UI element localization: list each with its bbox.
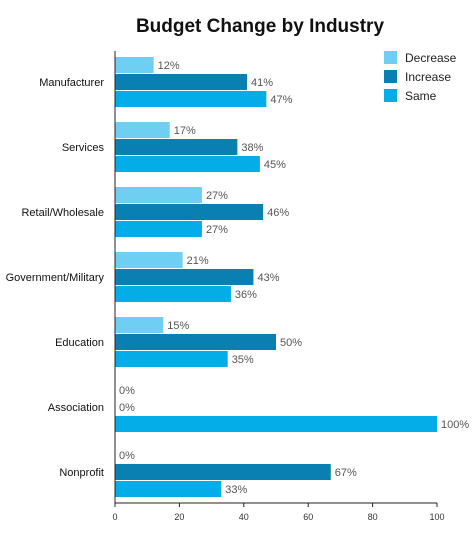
category-label-association: Association	[48, 402, 104, 414]
bar-government-military-same	[115, 286, 231, 302]
chart-title: Budget Change by Industry	[136, 16, 385, 37]
category-label-retail-wholesale: Retail/Wholesale	[21, 207, 104, 219]
category-label-services: Services	[62, 142, 105, 154]
category-label-government-military: Government/Military	[6, 272, 105, 284]
bar-government-military-increase	[115, 269, 254, 285]
bar-nonprofit-increase-2	[115, 464, 331, 480]
x-tick-label-20: 20	[174, 512, 184, 522]
x-tick-label-40: 40	[239, 512, 249, 522]
x-tick-label-80: 80	[368, 512, 378, 522]
category-label-education: Education	[55, 337, 104, 349]
value-label-education-increase: 50%	[280, 337, 302, 349]
value-label-retail-wholesale-increase: 46%	[267, 207, 289, 219]
bar-manufacturer-decrease	[115, 57, 154, 73]
bar-retail-wholesale-increase	[115, 204, 264, 220]
bar-services-increase	[115, 139, 238, 155]
bar-services-same	[115, 156, 260, 172]
bar-nonprofit-same	[115, 481, 222, 497]
value-label-services-same: 45%	[264, 159, 286, 171]
bar-education-same	[115, 351, 228, 367]
legend-swatch-decrease	[384, 51, 397, 64]
category-label-manufacturer: Manufacturer	[39, 77, 104, 89]
value-label-services-decrease: 17%	[174, 125, 196, 137]
x-tick-label-100: 100	[429, 512, 444, 522]
value-label-retail-wholesale-decrease: 27%	[206, 190, 228, 202]
x-tick-label-0: 0	[112, 512, 117, 522]
value-label-association-same: 100%	[441, 419, 469, 431]
value-label-nonprofit-same: 33%	[225, 484, 247, 496]
x-tick-label-60: 60	[303, 512, 313, 522]
bar-education-decrease	[115, 317, 164, 333]
legend-swatch-same	[384, 89, 397, 102]
value-label-government-military-decrease: 21%	[187, 255, 209, 267]
value-label-government-military-increase: 43%	[257, 272, 279, 284]
value-label-association-decrease: 0%	[119, 385, 135, 397]
legend-label-decrease: Decrease	[405, 51, 457, 65]
value-label-association-increase: 0%	[119, 402, 135, 414]
value-label-manufacturer-decrease: 12%	[158, 60, 180, 72]
bar-education-increase	[115, 334, 276, 350]
bar-retail-wholesale-decrease	[115, 187, 202, 203]
value-label-services-increase: 38%	[241, 142, 263, 154]
value-label-nonprofit-increase: 0%	[119, 450, 135, 462]
value-label-government-military-same: 36%	[235, 289, 257, 301]
legend: Decrease Increase Same	[384, 51, 457, 103]
value-label-manufacturer-increase: 41%	[251, 77, 273, 89]
value-label-retail-wholesale-same: 27%	[206, 224, 228, 236]
category-label-nonprofit: Nonprofit	[59, 467, 104, 479]
bar-retail-wholesale-same	[115, 221, 202, 237]
bar-manufacturer-increase	[115, 74, 248, 90]
plot-area: 12% 41% 47% Manufacturer 17% 38%45% Services 27…	[6, 57, 469, 497]
bar-services-decrease	[115, 122, 170, 138]
legend-label-same: Same	[405, 89, 437, 103]
value-label-education-same: 35%	[232, 354, 254, 366]
bar-manufacturer-same	[115, 91, 267, 107]
bar-association-same	[115, 416, 437, 432]
legend-label-increase: Increase	[405, 70, 451, 84]
value-label-education-decrease: 15%	[167, 320, 189, 332]
value-label-nonprofit-increase: 67%	[335, 467, 357, 479]
x-axis: 0 20 40 60 80 100	[112, 51, 445, 522]
legend-swatch-increase	[384, 70, 397, 83]
bar-government-military-decrease	[115, 252, 183, 268]
value-label-manufacturer-same: 47%	[270, 94, 292, 106]
